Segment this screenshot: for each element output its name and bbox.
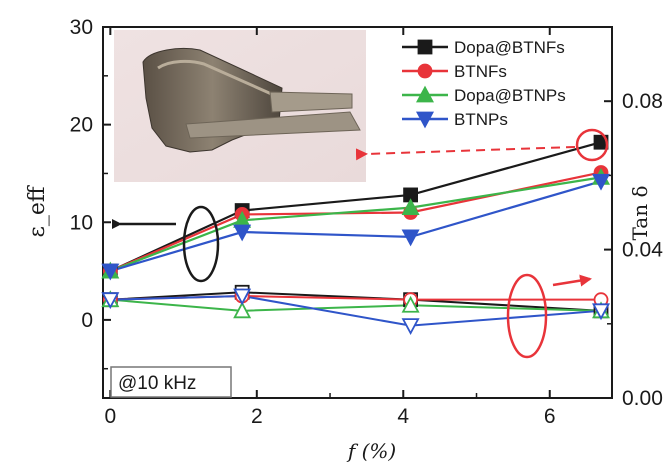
frequency-note: @10 kHz [110, 366, 232, 398]
point-tan-btnps [401, 318, 420, 336]
legend: Dopa@BTNFs BTNFs Dopa@BTNPs BTNPs [402, 38, 566, 129]
right-arrow [552, 274, 592, 287]
legend-label: Dopa@BTNPs [454, 86, 566, 105]
point-eff-btnps [101, 263, 120, 281]
y-right-tick-label: 0.08 [622, 90, 663, 113]
legend-label: Dopa@BTNFs [454, 38, 565, 57]
line-eff-dopa-btnfs [109, 141, 602, 273]
point-eff-dopa-btnps [401, 198, 420, 216]
y-left-tick-label: 0 [81, 309, 93, 332]
x-tick-label: 6 [544, 405, 556, 428]
line-eff-dopa-btnps [109, 176, 602, 273]
legend-label: BTNPs [454, 110, 508, 129]
y-right-tick-label: 0.04 [622, 239, 663, 262]
y-right-axis-title: Tan δ [628, 186, 652, 241]
point-tan-dopa-btnps [233, 301, 252, 319]
legend-marker [415, 85, 435, 103]
line-eff-btnps [110, 180, 602, 273]
x-tick-label: 2 [251, 405, 263, 428]
series-tan-delta [101, 284, 611, 336]
point-tan-dopa-btnps [401, 295, 420, 313]
legend-marker [417, 63, 433, 79]
plot-area [102, 26, 613, 399]
right-group-ellipse [506, 273, 548, 359]
highlight-circle [575, 128, 609, 162]
line-tan-dopa-btnps [110, 298, 602, 312]
line-tan-btnps [110, 294, 602, 327]
point-tan-btnps [233, 288, 252, 306]
point-eff-btnps [233, 224, 252, 242]
point-eff-btnps [401, 229, 420, 247]
y-left-tick-label: 20 [70, 114, 93, 137]
x-axis-title: f (%) [346, 439, 396, 463]
y-left-tick-label: 10 [70, 211, 93, 234]
legend-marker [417, 39, 433, 55]
y-left-tick-label: 30 [70, 16, 93, 39]
point-tan-btnps [592, 303, 611, 321]
legend-marker [415, 111, 435, 129]
frequency-note-text: @10 kHz [118, 373, 196, 394]
y-right-tick-label: 0.00 [622, 387, 663, 410]
x-tick-label: 0 [104, 405, 116, 428]
point-eff-btnps [592, 173, 611, 191]
series-epsilon-eff [101, 134, 611, 281]
inset-photo [114, 30, 366, 182]
legend-label: BTNFs [454, 62, 507, 81]
highlight-arrow [355, 146, 576, 161]
annotation-guides [112, 128, 609, 359]
left-group-ellipse [182, 205, 220, 283]
y-left-axis-title: ε_eff [25, 185, 50, 237]
tick-labels: 0 2 4 6 0 10 20 30 0.00 0.04 0.08 [70, 16, 664, 428]
x-tick-label: 4 [397, 405, 409, 428]
line-tan-dopa-btnfs [110, 291, 602, 312]
point-tan-btnps [101, 292, 120, 310]
